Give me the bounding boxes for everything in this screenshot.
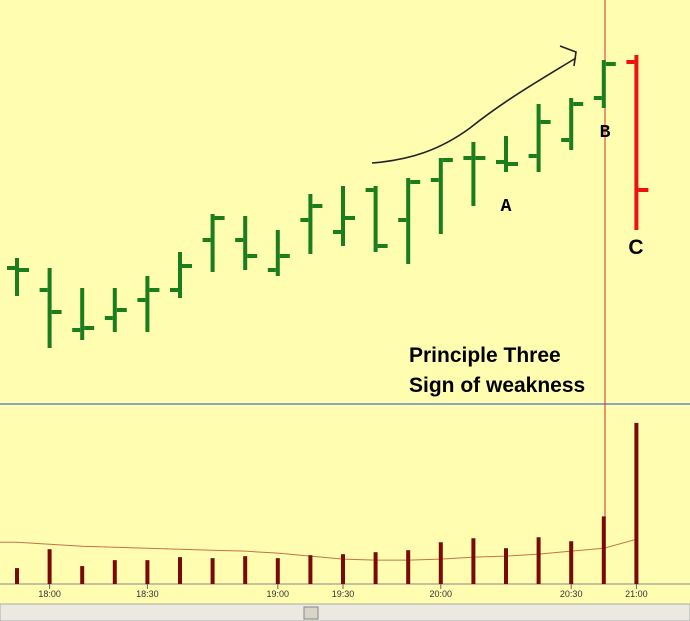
time-axis: [0, 584, 690, 604]
volume-bar: [308, 555, 313, 584]
note: Principle Three: [409, 344, 561, 367]
volume-bar: [438, 542, 443, 584]
volume-bar: [341, 554, 345, 584]
volume-bar: [145, 560, 150, 584]
volume-bar: [275, 558, 280, 584]
annotation: B: [600, 123, 611, 143]
volume-bar: [504, 548, 508, 584]
x-tick-label: 20:30: [560, 589, 583, 599]
volume-bar: [569, 541, 574, 584]
volume-bar: [243, 556, 248, 584]
annotation: C: [628, 236, 643, 259]
x-tick-label: 18:30: [136, 589, 159, 599]
note: Sign of weakness: [409, 374, 585, 397]
trend-arrow: [371, 45, 577, 164]
volume-bar: [47, 549, 52, 584]
volume-bar: [80, 566, 85, 584]
volume-bar: [178, 557, 182, 584]
volume-bar: [15, 568, 19, 584]
volume-bar: [406, 550, 411, 584]
x-tick-label: 19:30: [332, 589, 355, 599]
scrollbar[interactable]: [0, 603, 690, 621]
volume-bar: [112, 560, 117, 584]
volume-bar: [210, 558, 215, 584]
scroll-thumb[interactable]: [303, 606, 319, 620]
volume-bar: [634, 422, 639, 584]
volume-bar: [471, 538, 476, 584]
x-tick-label: 20:00: [430, 589, 453, 599]
volume-bar: [373, 552, 378, 584]
x-tick-label: 21:00: [625, 589, 648, 599]
volume-bar: [601, 516, 606, 584]
volume-bar: [536, 537, 541, 584]
annotation: A: [501, 197, 512, 217]
x-tick-label: 18:00: [38, 589, 61, 599]
x-tick-label: 19:00: [267, 589, 290, 599]
